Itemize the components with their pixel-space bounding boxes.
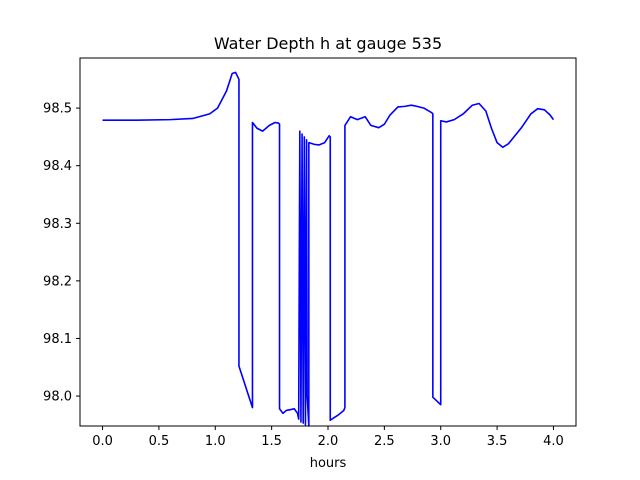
series-layer [102,71,555,427]
y-axis-ticks: 98.0 98.1 98.2 98.3 98.4 98.5 [43,102,80,405]
x-tick-label: 2.0 [318,434,339,449]
x-tick-label: 0.0 [92,434,113,449]
y-tick-label: 98.3 [43,217,72,232]
x-tick-label: 3.5 [487,434,508,449]
y-tick-label: 98.4 [43,159,72,174]
x-tick-label: 1.5 [261,434,282,449]
x-tick-label: 3.0 [430,434,451,449]
x-tick-label: 0.5 [149,434,170,449]
y-tick-label: 98.5 [43,102,72,117]
plot-frame [79,57,577,427]
chart-title: Water Depth h at gauge 535 [214,34,442,53]
x-axis-ticks: 0.0 0.5 1.0 1.5 2.0 2.5 3.0 3.5 4.0 [92,426,564,449]
series-line-0 [102,71,555,427]
x-tick-label: 1.0 [205,434,226,449]
y-tick-label: 98.0 [43,390,72,405]
x-tick-label: 2.5 [374,434,395,449]
x-tick-label: 4.0 [543,434,564,449]
y-tick-label: 98.2 [43,274,72,289]
y-tick-label: 98.1 [43,332,72,347]
x-axis-label: hours [310,456,347,471]
